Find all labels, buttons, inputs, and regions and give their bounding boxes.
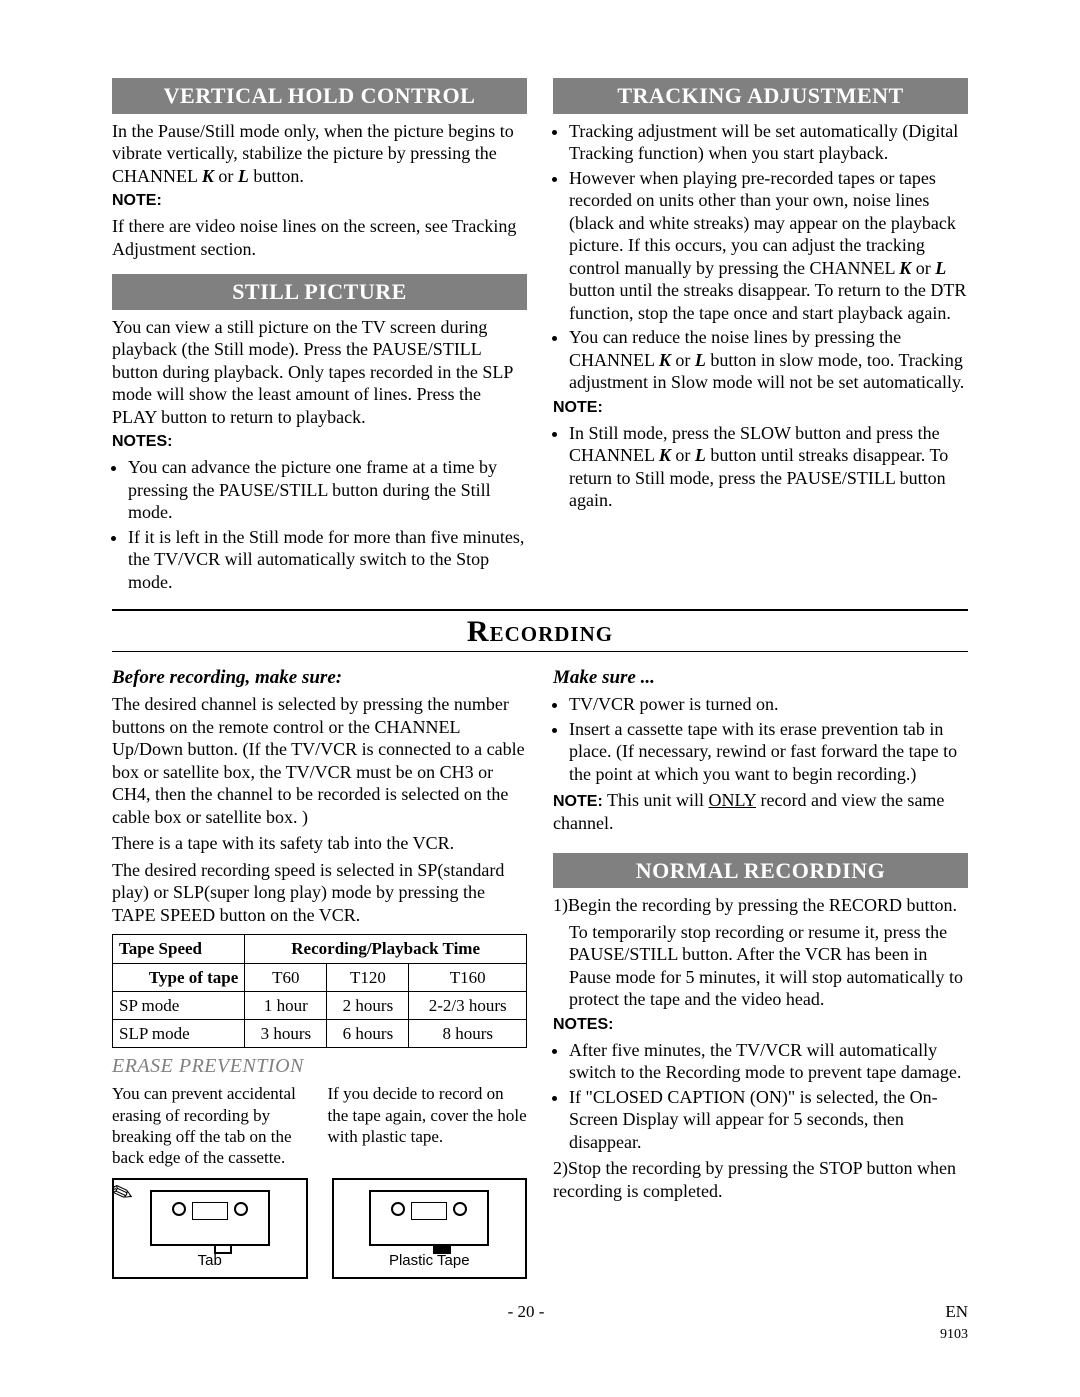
erase-c2: If you decide to record on the tape agai…: [328, 1083, 528, 1168]
cassette-icon: [150, 1190, 270, 1246]
th-time: Recording/Playback Time: [245, 935, 527, 963]
vhc-note-body: If there are video noise lines on the sc…: [112, 215, 527, 260]
makesure-heading: Make sure ...: [553, 666, 968, 690]
kbd-k-4: K: [659, 445, 671, 465]
chapter-rule-bottom: [112, 651, 968, 652]
kbd-k-2: K: [899, 258, 911, 278]
makesure-note-label: NOTE:: [553, 793, 603, 810]
track-list: Tracking adjustment will be set automati…: [553, 120, 968, 394]
row-sp-label: SP mode: [113, 991, 245, 1019]
erase-c1: You can prevent accidental erasing of re…: [112, 1083, 312, 1168]
makesure-note: NOTE: This unit will ONLY record and vie…: [553, 789, 968, 835]
still-body: You can view a still picture on the TV s…: [112, 316, 527, 429]
cassette-icon-2: [369, 1190, 489, 1246]
track-b2: However when playing pre-recorded tapes …: [569, 167, 968, 325]
bottom-left: Before recording, make sure: The desired…: [112, 662, 527, 1280]
makesure-list: TV/VCR power is turned on. Insert a cass…: [553, 693, 968, 785]
row-slp-1: 6 hours: [327, 1020, 409, 1048]
fig-tape-caption: Plastic Tape: [342, 1252, 518, 1271]
col-t160: T160: [409, 963, 527, 991]
fig-tab: ✎ Tab: [112, 1178, 308, 1279]
erase-columns: You can prevent accidental erasing of re…: [112, 1083, 527, 1168]
track-note-b: or: [671, 445, 695, 465]
bottom-right: Make sure ... TV/VCR power is turned on.…: [553, 662, 968, 1280]
track-note-label: NOTE:: [553, 398, 968, 418]
page-footer: - 20 - EN 9103: [112, 1301, 968, 1344]
still-notes-label: NOTES:: [112, 432, 527, 452]
doc-id: 9103: [940, 1327, 968, 1342]
track-note-list: In Still mode, press the SLOW button and…: [553, 422, 968, 512]
fig-tab-caption: Tab: [122, 1252, 298, 1271]
makesure-b1: TV/VCR power is turned on.: [569, 693, 968, 716]
chapter-title: Recording: [112, 613, 968, 651]
table-row: SP mode 1 hour 2 hours 2-2/3 hours: [113, 991, 527, 1019]
before-p3: The desired recording speed is selected …: [112, 859, 527, 927]
track-b3: You can reduce the noise lines by pressi…: [569, 326, 968, 394]
row-slp-2: 8 hours: [409, 1020, 527, 1048]
track-b2c: button until the streaks disappear. To r…: [569, 280, 966, 323]
chapter-rule-top: [112, 609, 968, 611]
col-t60: T60: [245, 963, 327, 991]
still-heading: STILL PICTURE: [112, 274, 527, 310]
normal-s2: 2)Stop the recording by pressing the STO…: [553, 1157, 968, 1202]
th-type: Type of tape: [113, 963, 245, 991]
makesure-note-b: ONLY: [708, 790, 756, 810]
before-p1: The desired channel is selected by press…: [112, 693, 527, 828]
normal-notes-label: NOTES:: [553, 1015, 968, 1035]
vhc-note-label: NOTE:: [112, 191, 527, 211]
row-sp-0: 1 hour: [245, 991, 327, 1019]
kbd-k-3: K: [659, 350, 671, 370]
kbd-l-3: L: [695, 350, 706, 370]
normal-notes-list: After five minutes, the TV/VCR will auto…: [553, 1039, 968, 1154]
page-number: - 20 -: [508, 1301, 545, 1344]
still-notes-list: You can advance the picture one frame at…: [112, 456, 527, 593]
vhc-heading: VERTICAL HOLD CONTROL: [112, 78, 527, 114]
row-slp-0: 3 hours: [245, 1020, 327, 1048]
track-b2a: However when playing pre-recorded tapes …: [569, 168, 956, 278]
kbd-l-4: L: [695, 445, 706, 465]
kbd-l-2: L: [935, 258, 946, 278]
track-b2b: or: [911, 258, 935, 278]
row-sp-2: 2-2/3 hours: [409, 991, 527, 1019]
vhc-text-3: button.: [249, 166, 304, 186]
normal-n2: If "CLOSED CAPTION (ON)" is selected, th…: [569, 1086, 968, 1154]
screwdriver-icon: ✎: [107, 1176, 139, 1214]
page-lang: EN: [945, 1302, 968, 1321]
before-p2: There is a tape with its safety tab into…: [112, 832, 527, 855]
track-b3b: or: [671, 350, 695, 370]
makesure-note-a: This unit will: [603, 790, 709, 810]
figure-row: ✎ Tab Plastic Tape: [112, 1178, 527, 1279]
left-column: VERTICAL HOLD CONTROL In the Pause/Still…: [112, 78, 527, 597]
normal-heading: NORMAL RECORDING: [553, 853, 968, 889]
track-heading: TRACKING ADJUSTMENT: [553, 78, 968, 114]
col-t120: T120: [327, 963, 409, 991]
top-grid: VERTICAL HOLD CONTROL In the Pause/Still…: [112, 78, 968, 597]
still-note-2: If it is left in the Still mode for more…: [128, 526, 527, 594]
vhc-text-1: In the Pause/Still mode only, when the p…: [112, 121, 514, 186]
bottom-grid: Before recording, make sure: The desired…: [112, 662, 968, 1280]
still-note-1: You can advance the picture one frame at…: [128, 456, 527, 524]
before-heading: Before recording, make sure:: [112, 666, 527, 690]
fig-plastic-tape: Plastic Tape: [332, 1178, 528, 1279]
table-row: SLP mode 3 hours 6 hours 8 hours: [113, 1020, 527, 1048]
normal-s1: 1)Begin the recording by pressing the RE…: [553, 894, 968, 917]
row-sp-1: 2 hours: [327, 991, 409, 1019]
kbd-k: K: [202, 166, 214, 186]
track-note: In Still mode, press the SLOW button and…: [569, 422, 968, 512]
normal-s1b: To temporarily stop recording or resume …: [569, 921, 968, 1011]
kbd-l: L: [238, 166, 249, 186]
vhc-text-2: or: [214, 166, 238, 186]
right-column: TRACKING ADJUSTMENT Tracking adjustment …: [553, 78, 968, 597]
makesure-b2: Insert a cassette tape with its erase pr…: [569, 718, 968, 786]
normal-n1: After five minutes, the TV/VCR will auto…: [569, 1039, 968, 1084]
row-slp-label: SLP mode: [113, 1020, 245, 1048]
erase-heading: ERASE PREVENTION: [112, 1054, 527, 1079]
chapter-title-text: Recording: [467, 615, 613, 648]
vhc-body: In the Pause/Still mode only, when the p…: [112, 120, 527, 188]
th-speed: Tape Speed: [113, 935, 245, 963]
track-b1: Tracking adjustment will be set automati…: [569, 120, 968, 165]
tape-speed-table: Tape Speed Recording/Playback Time Type …: [112, 934, 527, 1048]
